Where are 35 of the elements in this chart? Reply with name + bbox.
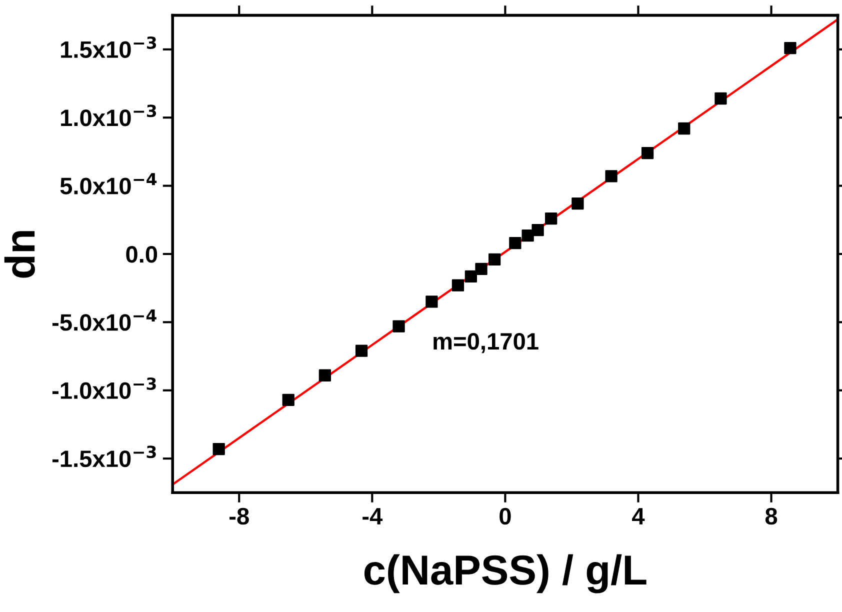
point (452, 279, 464, 292)
y-tick-label: 0.0 (126, 246, 158, 263)
point (488, 253, 501, 266)
point (426, 296, 438, 308)
x-tick-label: 0 (500, 508, 511, 525)
annotation: m=0,1701 (434, 332, 538, 354)
y-axis-title: dn (4, 231, 35, 278)
point (572, 197, 584, 210)
y-tick-label: 1.5x10$^{−3}$ (61, 36, 156, 58)
x-axis-title: c(NaPSS) / g/L (364, 554, 646, 594)
point (522, 229, 534, 242)
point (545, 212, 558, 225)
y-tick-label: 5.0x10$^{−4}$ (60, 173, 157, 194)
point (282, 394, 294, 406)
point (641, 146, 654, 160)
point (392, 320, 405, 332)
point (475, 262, 488, 276)
x-tick-label: -8 (230, 508, 249, 525)
point (605, 170, 618, 182)
x-tick-label: 8 (765, 508, 778, 525)
x-tick-label: -4 (362, 508, 383, 524)
point (355, 344, 368, 357)
point (212, 442, 225, 456)
y-tick-label: -1.0x10$^{−3}$ (52, 377, 156, 399)
point (532, 224, 544, 236)
y-tick-label: -1.5x10$^{−3}$ (52, 446, 156, 468)
point (464, 270, 478, 283)
point (784, 42, 796, 54)
y-tick-label: -5.0x10$^{−4}$ (52, 309, 156, 331)
point (318, 369, 332, 382)
point (678, 122, 690, 135)
y-tick-label: 1.0x10$^{−3}$ (61, 104, 156, 126)
x-tick-label: 4 (632, 508, 645, 524)
point (509, 236, 522, 250)
point (714, 92, 727, 105)
